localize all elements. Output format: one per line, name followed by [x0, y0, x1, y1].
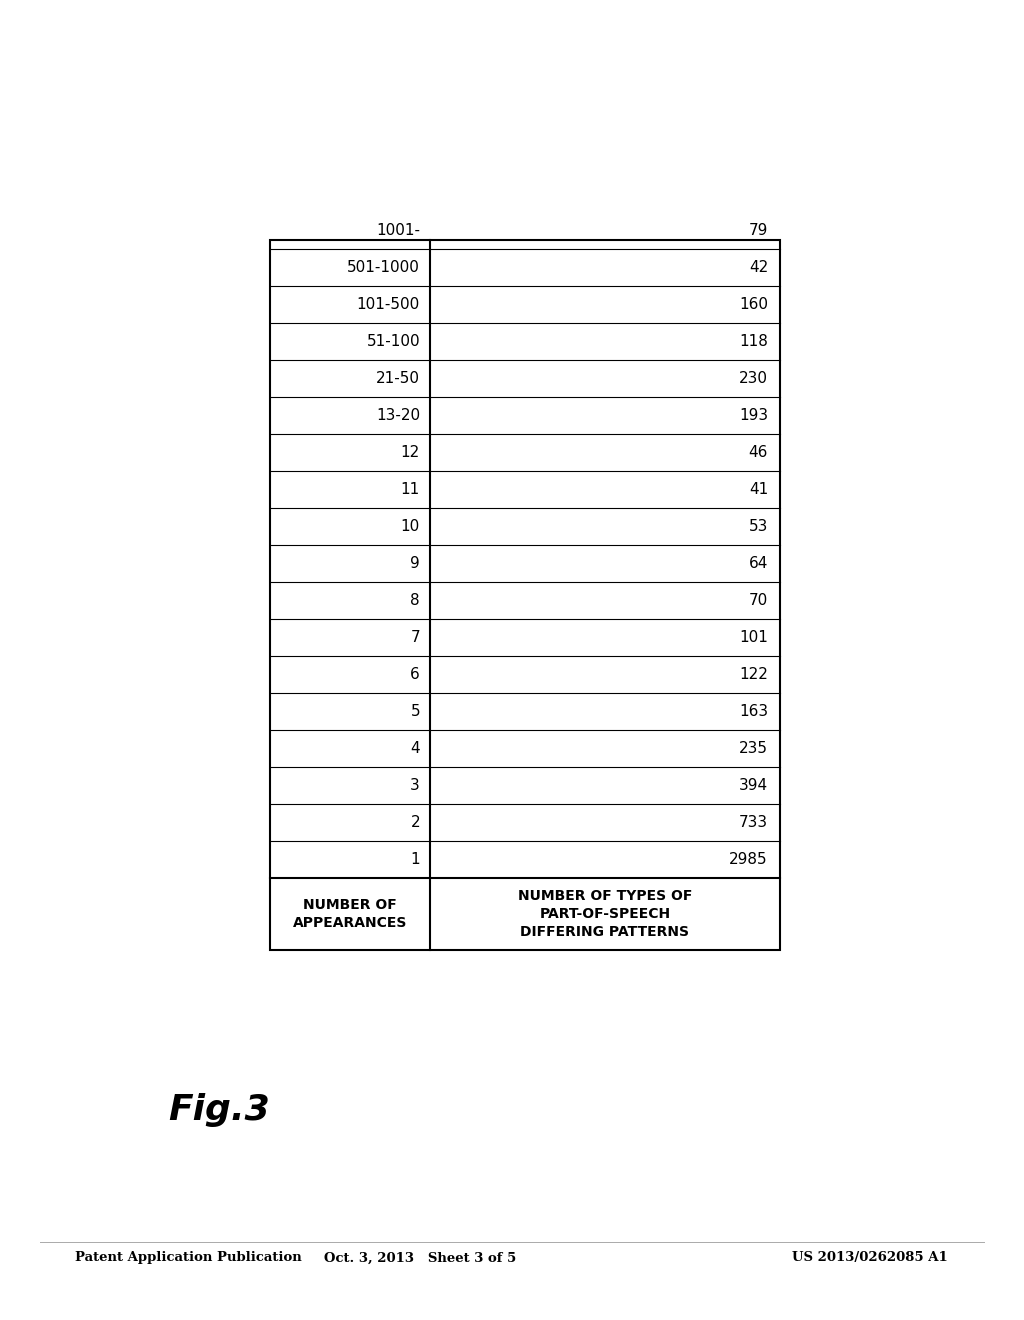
- Text: 118: 118: [739, 334, 768, 348]
- Text: 2: 2: [411, 814, 420, 830]
- Text: 733: 733: [739, 814, 768, 830]
- Text: US 2013/0262085 A1: US 2013/0262085 A1: [793, 1251, 948, 1265]
- Text: 101-500: 101-500: [356, 297, 420, 312]
- Text: 101: 101: [739, 630, 768, 645]
- Text: 53: 53: [749, 519, 768, 535]
- Text: 21-50: 21-50: [376, 371, 420, 385]
- Text: 8: 8: [411, 593, 420, 609]
- Text: 193: 193: [739, 408, 768, 422]
- Text: 1: 1: [411, 851, 420, 867]
- Text: Fig.3: Fig.3: [168, 1093, 269, 1127]
- Text: 9: 9: [411, 556, 420, 572]
- Text: 12: 12: [400, 445, 420, 459]
- Text: 46: 46: [749, 445, 768, 459]
- Bar: [270, 240, 780, 950]
- Text: 10: 10: [400, 519, 420, 535]
- Text: 5: 5: [411, 704, 420, 719]
- Text: 6: 6: [411, 667, 420, 682]
- Text: 1001-: 1001-: [376, 223, 420, 238]
- Text: NUMBER OF
APPEARANCES: NUMBER OF APPEARANCES: [293, 898, 408, 931]
- Text: 122: 122: [739, 667, 768, 682]
- Text: 79: 79: [749, 223, 768, 238]
- Text: NUMBER OF TYPES OF
PART-OF-SPEECH
DIFFERING PATTERNS: NUMBER OF TYPES OF PART-OF-SPEECH DIFFER…: [518, 888, 692, 940]
- Text: 2985: 2985: [729, 851, 768, 867]
- Text: 7: 7: [411, 630, 420, 645]
- Text: 42: 42: [749, 260, 768, 275]
- Text: 235: 235: [739, 741, 768, 756]
- Text: 160: 160: [739, 297, 768, 312]
- Text: 11: 11: [400, 482, 420, 498]
- Text: Patent Application Publication: Patent Application Publication: [75, 1251, 302, 1265]
- Text: 163: 163: [739, 704, 768, 719]
- Text: 394: 394: [739, 777, 768, 793]
- Text: 41: 41: [749, 482, 768, 498]
- Text: Oct. 3, 2013   Sheet 3 of 5: Oct. 3, 2013 Sheet 3 of 5: [324, 1251, 516, 1265]
- Text: 13-20: 13-20: [376, 408, 420, 422]
- Text: 501-1000: 501-1000: [347, 260, 420, 275]
- Text: 64: 64: [749, 556, 768, 572]
- Text: 70: 70: [749, 593, 768, 609]
- Text: 3: 3: [411, 777, 420, 793]
- Text: 230: 230: [739, 371, 768, 385]
- Text: 51-100: 51-100: [367, 334, 420, 348]
- Text: 4: 4: [411, 741, 420, 756]
